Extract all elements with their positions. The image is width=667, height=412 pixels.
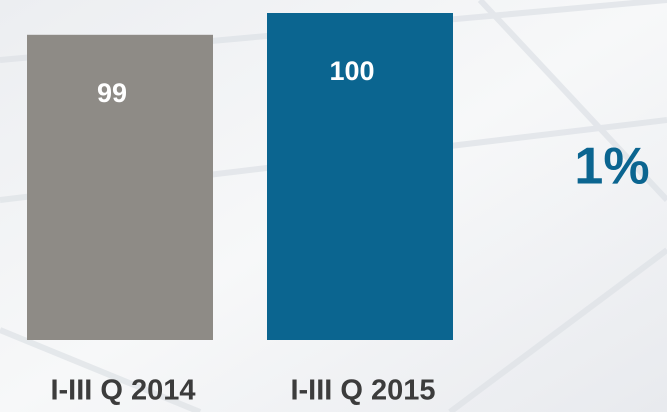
x-tick-label: I-III Q 2015 <box>290 375 435 407</box>
change-annotation: 1% <box>574 138 649 196</box>
value-label: 99 <box>97 78 127 108</box>
bar <box>27 34 213 341</box>
bar <box>267 13 453 340</box>
x-tick-label: I-III Q 2014 <box>50 375 195 407</box>
value-label: 100 <box>329 56 374 86</box>
